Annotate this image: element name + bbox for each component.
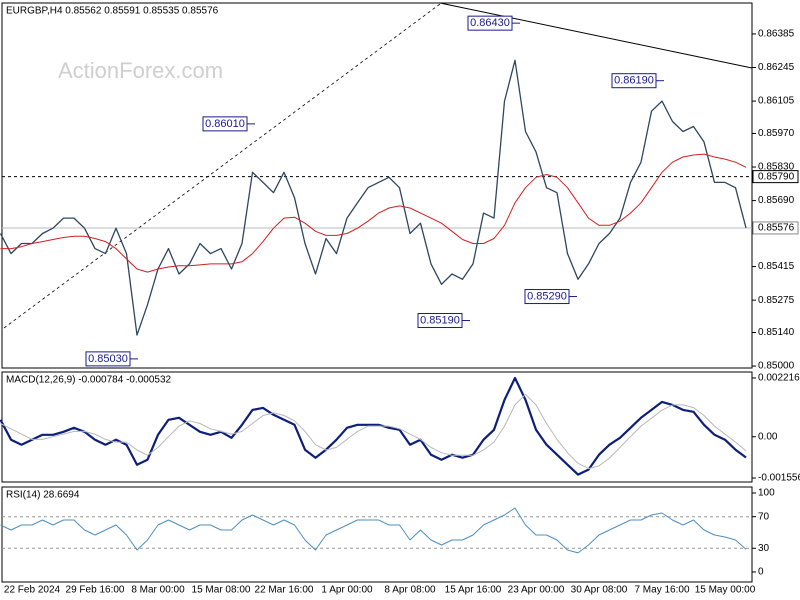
annotation-box <box>524 289 570 305</box>
x-tick-label: 8 Apr 08:00 <box>384 585 436 596</box>
annotation-label: 0.85190 <box>420 314 460 326</box>
level-tag <box>752 170 799 184</box>
y-tick-label: 0.85970 <box>758 128 795 139</box>
y-tick-label: 0.86105 <box>758 96 795 107</box>
panel-frame <box>1 371 753 483</box>
y-tick-label: 100 <box>758 488 775 499</box>
y-tick-label: 0.86245 <box>758 62 795 73</box>
annotation-box <box>417 313 463 329</box>
series-line <box>0 153 747 273</box>
last-price-tag <box>752 221 799 235</box>
x-tick-label: 7 May 16:00 <box>634 585 689 596</box>
x-tick-label: 30 Apr 08:00 <box>571 585 628 596</box>
y-tick-label: 0.00 <box>758 431 778 442</box>
series-line <box>0 376 747 476</box>
y-tick-label: 0.86385 <box>758 29 795 40</box>
panel-title: RSI(14) 28.6694 <box>6 490 80 501</box>
annotation-label: 0.86190 <box>614 75 654 87</box>
trend-line <box>439 2 753 69</box>
annotation-box <box>85 351 131 367</box>
x-tick-label: 1 Apr 00:00 <box>321 585 373 596</box>
annotation-label: 0.86430 <box>470 17 510 29</box>
level-label: 0.85790 <box>758 171 795 182</box>
y-tick-label: 0.002216 <box>758 373 800 384</box>
x-tick-label: 22 Feb 2024 <box>4 585 61 596</box>
y-tick-label: 0 <box>758 567 764 578</box>
x-tick-label: 15 Apr 16:00 <box>445 585 502 596</box>
panel-title: MACD(12,26,9) -0.000784 -0.000532 <box>6 375 172 386</box>
series-line <box>0 393 747 470</box>
y-tick-label: -0.001556 <box>758 473 800 484</box>
x-tick-label: 29 Feb 16:00 <box>66 585 125 596</box>
annotation-label: 0.85290 <box>527 290 567 302</box>
y-tick-label: 0.85830 <box>758 162 795 173</box>
trend-line <box>3 3 441 329</box>
series-line <box>0 59 747 336</box>
annotation-box <box>611 73 657 89</box>
annotation-box <box>467 15 513 31</box>
y-tick-label: 0.85140 <box>758 327 795 338</box>
panel-frame <box>1 2 753 369</box>
y-tick-label: 70 <box>758 511 770 522</box>
series-line <box>0 507 747 554</box>
x-tick-label: 8 Mar 00:00 <box>131 585 185 596</box>
y-tick-label: 0.85275 <box>758 295 795 306</box>
y-tick-label: 0.85415 <box>758 261 795 272</box>
x-tick-label: 15 May 00:00 <box>695 585 756 596</box>
panel-title: EURGBP,H4 0.85562 0.85591 0.85535 0.8557… <box>6 6 219 17</box>
annotation-label: 0.86010 <box>205 118 245 130</box>
x-tick-label: 15 Mar 08:00 <box>192 585 251 596</box>
panel-frame <box>1 486 753 583</box>
y-tick-label: 0.85000 <box>758 361 795 372</box>
y-tick-label: 30 <box>758 543 770 554</box>
annotation-box <box>202 116 248 132</box>
last-price-label: 0.85576 <box>758 223 795 234</box>
x-tick-label: 22 Mar 16:00 <box>255 585 314 596</box>
annotation-label: 0.85030 <box>88 353 128 365</box>
watermark: ActionForex.com <box>58 58 223 83</box>
y-tick-label: 0.85690 <box>758 195 795 206</box>
x-tick-label: 23 Apr 00:00 <box>508 585 565 596</box>
